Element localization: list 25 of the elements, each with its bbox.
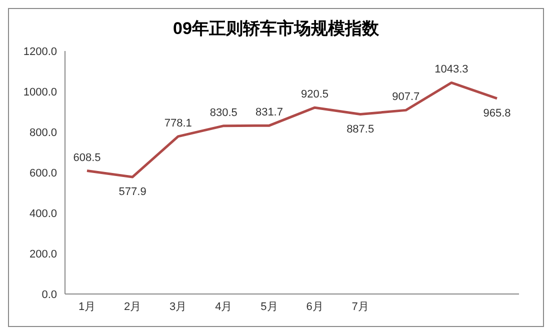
data-label: 608.5	[73, 152, 101, 164]
x-tick-label: 6月	[306, 300, 324, 313]
y-tick-label: 200.0	[29, 248, 57, 260]
data-label: 965.8	[483, 107, 511, 120]
data-label: 1043.3	[434, 64, 468, 76]
x-tick-label: 4月	[215, 300, 232, 313]
data-label: 920.5	[301, 88, 329, 101]
chart-title: 09年正则轿车市场规模指数	[172, 18, 380, 40]
x-tick-label: 2月	[124, 300, 142, 313]
x-tick-label: 3月	[170, 300, 187, 313]
x-tick-label: 5月	[260, 300, 278, 313]
data-label: 887.5	[346, 123, 374, 136]
y-tick-label: 600.0	[29, 167, 57, 180]
y-tick-label: 0.0	[42, 288, 57, 301]
data-label: 830.5	[210, 106, 238, 119]
y-tick-label: 800.0	[29, 126, 57, 139]
data-label: 831.7	[255, 106, 283, 119]
data-label: 778.1	[164, 117, 192, 130]
x-tick-label: 7月	[352, 300, 369, 313]
data-label: 577.9	[118, 186, 146, 198]
data-label: 907.7	[392, 91, 420, 104]
y-tick-label: 1200.0	[23, 46, 57, 58]
y-tick-label: 400.0	[29, 208, 57, 220]
x-tick-label: 1月	[78, 300, 96, 313]
y-tick-label: 1000.0	[23, 86, 57, 98]
